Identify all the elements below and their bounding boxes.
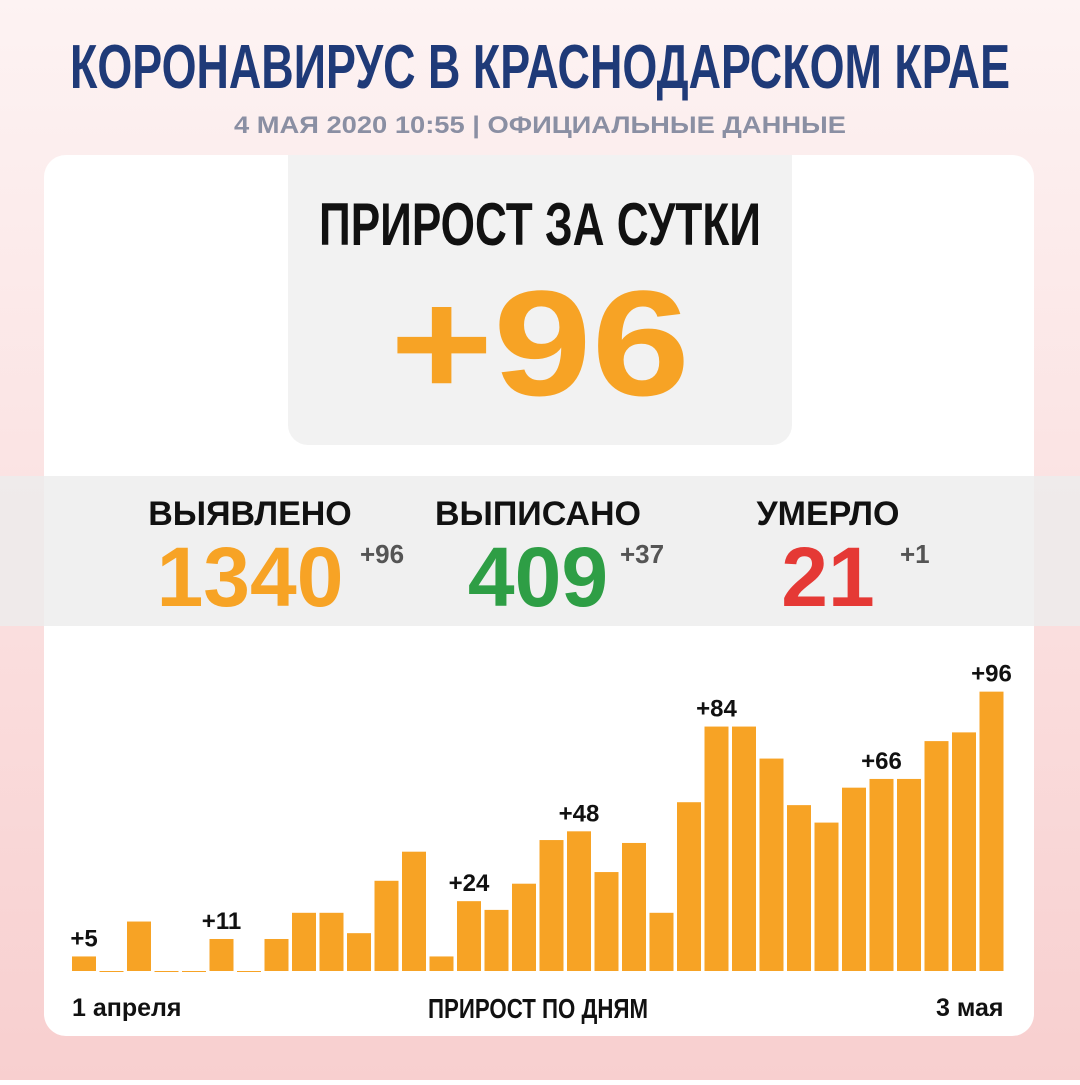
value-label: +24 <box>449 870 490 897</box>
bar <box>429 956 454 971</box>
bar <box>952 732 976 971</box>
bar <box>594 872 619 971</box>
bar <box>347 933 371 971</box>
bar <box>512 883 536 971</box>
value-label: +5 <box>70 925 97 952</box>
stats-band <box>0 476 1080 626</box>
bar <box>622 842 646 971</box>
bar <box>154 971 179 972</box>
value-label: +96 <box>971 661 1012 688</box>
bar <box>127 921 151 971</box>
stat-label: ВЫЯВЛЕНО <box>148 495 352 533</box>
bar <box>209 938 234 971</box>
stat-label: ВЫПИСАНО <box>435 495 641 533</box>
bar <box>924 741 949 971</box>
value-label: +11 <box>202 908 241 935</box>
bar <box>72 956 96 971</box>
x-tick-label: 1 апреля <box>72 994 182 1022</box>
bar <box>869 778 894 971</box>
bar <box>484 909 509 971</box>
bar <box>237 971 261 972</box>
bar <box>567 831 591 971</box>
daily-label: ПРИРОСТ ЗА СУТКИ <box>319 191 761 258</box>
daily-box <box>288 155 792 445</box>
bar <box>374 880 399 971</box>
stat-delta: +1 <box>900 539 930 569</box>
bar <box>677 802 701 971</box>
bar <box>814 822 839 971</box>
bar <box>732 726 756 971</box>
bar <box>402 851 426 971</box>
bar <box>704 726 729 971</box>
stat-delta: +37 <box>620 539 664 569</box>
bar <box>649 912 674 971</box>
bar <box>457 901 481 971</box>
bar <box>264 938 289 971</box>
bar <box>182 971 206 972</box>
stat-value: 21 <box>781 530 874 624</box>
subtitle: 4 МАЯ 2020 10:55 | ОФИЦИАЛЬНЫЕ ДАННЫЕ <box>234 112 846 139</box>
daily-value: +96 <box>390 259 690 427</box>
bar <box>842 787 866 971</box>
bar <box>319 912 344 971</box>
x-tick-label: 3 мая <box>936 994 1004 1022</box>
bar <box>292 912 316 971</box>
bar <box>539 840 564 971</box>
x-axis-label: ПРИРОСТ ПО ДНЯМ <box>428 993 648 1024</box>
stat-label: УМЕРЛО <box>757 495 900 533</box>
value-label: +48 <box>559 800 600 827</box>
value-label: +66 <box>861 748 902 775</box>
stat-value: 409 <box>468 530 608 624</box>
value-label: +84 <box>696 696 737 723</box>
bar <box>759 758 784 971</box>
bar <box>897 778 921 971</box>
title: КОРОНАВИРУС В КРАСНОДАРСКОМ КРАЕ <box>70 33 1010 102</box>
stat-delta: +96 <box>360 539 404 569</box>
stat-value: 1340 <box>157 530 344 624</box>
bar <box>979 691 1004 971</box>
bar <box>99 971 124 972</box>
bar <box>787 805 811 971</box>
